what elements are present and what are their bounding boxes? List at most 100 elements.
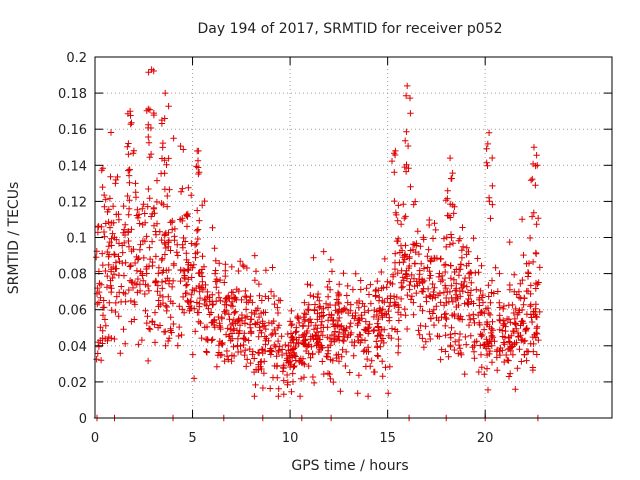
data-point [517,280,524,287]
data-point [165,293,172,300]
data-point [150,205,157,213]
data-point [116,258,123,265]
data-point [316,304,323,311]
data-point [143,263,150,270]
data-point [326,335,334,342]
data-point [328,331,336,339]
data-point [380,339,387,347]
data-point [275,348,282,356]
data-point [425,246,432,253]
data-point [247,359,254,367]
data-point [518,358,525,365]
data-point [275,347,282,354]
data-point [443,234,450,241]
data-point [440,289,448,296]
data-point [241,293,249,300]
data-point [342,362,349,370]
data-point [279,368,287,375]
data-point [364,393,372,400]
data-point [153,177,161,184]
data-point [408,271,415,279]
data-point [520,301,527,308]
data-point [334,309,341,317]
data-point [225,356,232,363]
data-point [243,294,250,301]
data-point [128,278,135,286]
y-tick-label: 0 [79,412,87,427]
data-point [125,151,132,158]
data-point [502,327,509,335]
data-point [196,217,203,224]
data-point [410,311,417,318]
data-point [110,263,117,271]
data-point [450,276,458,283]
data-point [100,297,107,304]
data-point [503,351,510,359]
data-point [397,295,405,303]
data-point [391,299,398,306]
data-point [161,115,168,122]
data-point [216,322,223,329]
data-point [381,255,388,263]
data-point [233,286,240,293]
data-point [334,289,342,297]
data-point [465,301,472,308]
data-point [485,293,492,300]
data-point [467,332,474,339]
data-point [335,291,343,298]
data-point [371,326,378,334]
data-point [416,331,423,338]
data-point [109,274,116,282]
data-point [485,129,493,136]
data-point [101,203,108,210]
data-point [518,216,526,223]
data-point [373,338,380,345]
data-point [145,287,153,294]
data-point [483,365,491,372]
data-point [183,223,191,230]
data-point [166,277,173,284]
data-point [445,353,452,360]
data-point [228,263,235,271]
data-point [307,281,314,289]
data-point [202,336,210,343]
data-point [132,189,139,196]
data-point [330,378,337,386]
data-point [324,370,332,377]
data-point [103,284,111,291]
data-point [500,302,508,310]
data-point [184,266,191,273]
data-point [405,264,412,272]
data-point [506,281,513,289]
data-point [483,159,490,166]
data-point [375,327,383,335]
data-point [100,304,108,311]
data-point [399,254,407,261]
data-point [115,313,122,320]
data-point [300,322,307,329]
data-point [164,203,171,210]
data-point [221,308,228,315]
data-point [155,264,163,271]
data-point [94,229,102,236]
data-point [486,311,494,319]
data-point [507,370,514,377]
data-point [149,258,156,266]
data-point [404,82,411,90]
data-point [245,337,252,344]
data-point [363,285,370,292]
data-point [323,353,330,360]
data-point [346,369,353,376]
data-point [167,219,174,226]
data-point [422,323,429,330]
data-point [127,297,134,305]
data-point [481,371,488,378]
data-point [130,150,137,157]
data-point [287,339,295,346]
data-point [437,299,444,306]
data-point [445,298,453,305]
data-point [262,309,269,316]
data-point [429,235,437,242]
data-point [338,353,345,360]
data-point [145,69,152,76]
